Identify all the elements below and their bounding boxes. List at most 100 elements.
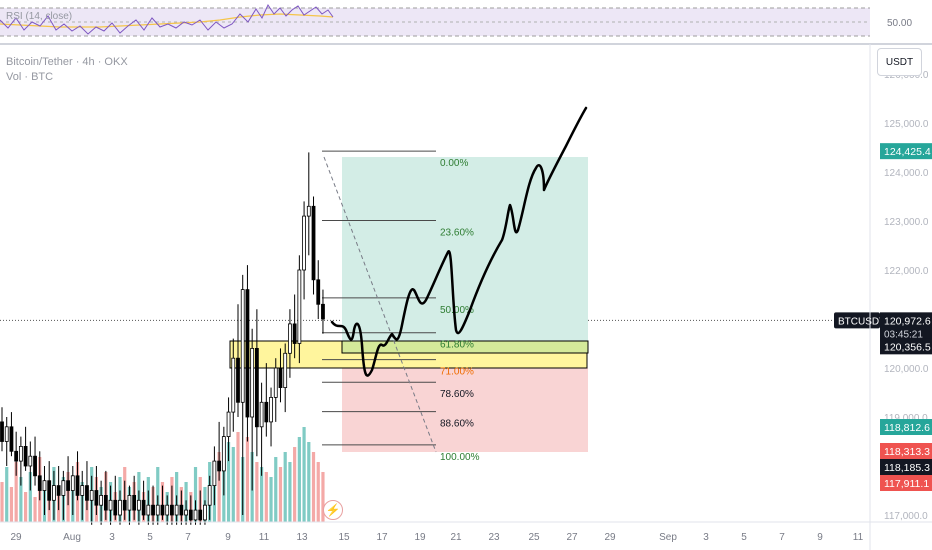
candle-body xyxy=(160,504,165,516)
volume-bar xyxy=(33,497,37,522)
bar-countdown-label: 03:45:21 xyxy=(884,329,923,340)
candle-body xyxy=(14,450,19,462)
candle-body xyxy=(70,475,75,491)
candle-body xyxy=(269,396,273,423)
volume-bar xyxy=(14,462,18,522)
price-tick-label: 117,000.0 xyxy=(884,511,928,522)
time-tick-label: 3 xyxy=(703,532,709,543)
volume-bar xyxy=(302,427,306,522)
symbol-title[interactable]: Bitcoin/Tether · 4h · OKX xyxy=(6,56,128,68)
candle-body xyxy=(302,215,306,271)
symbol-badge-label: BTCUSDT xyxy=(838,316,885,327)
currency-unit-button[interactable]: USDT xyxy=(877,48,922,76)
volume-bar xyxy=(316,462,320,522)
candle-body xyxy=(9,426,14,452)
candle-body xyxy=(89,490,94,501)
time-axis[interactable]: 29 Aug 3 5 7 9 11 13 15 17 19 21 23 25 27 29 Sep 3 5 7 9 11 xyxy=(10,532,863,543)
time-tick-label: 17 xyxy=(376,532,388,543)
candle-body xyxy=(212,460,217,487)
profit-zone xyxy=(342,157,588,341)
volume-bar xyxy=(245,437,250,522)
time-tick-label: 3 xyxy=(109,532,115,543)
candle-body xyxy=(47,480,52,501)
volume-bar xyxy=(321,472,325,522)
volume-bar xyxy=(5,467,9,522)
rsi-level-label: 50.00 xyxy=(887,18,912,29)
volume-bar xyxy=(283,452,287,522)
candle-body xyxy=(311,205,316,281)
price-tick-label: 119,000.0 xyxy=(884,413,928,424)
price-badge-label: 118,313.3 xyxy=(884,446,930,458)
volume-bar xyxy=(260,467,264,522)
volume-bar xyxy=(311,452,316,522)
price-badge-label: 118,185.3 xyxy=(884,462,930,474)
candle-body xyxy=(226,411,231,438)
candle-body xyxy=(146,504,151,516)
volume-title[interactable]: Vol · BTC xyxy=(6,71,54,83)
candle-body xyxy=(66,480,70,491)
price-badge xyxy=(880,459,932,475)
candle-body xyxy=(28,455,33,467)
candle-body xyxy=(245,289,250,418)
price-badge xyxy=(880,338,932,355)
fib-level-label: 78.60% xyxy=(440,389,474,400)
price-badge xyxy=(880,443,932,459)
candle-body xyxy=(184,509,188,516)
candle-body xyxy=(113,499,118,516)
volume-bar xyxy=(269,477,273,522)
price-tick-label: 122,000.0 xyxy=(884,266,929,277)
candle-body xyxy=(207,485,212,506)
time-tick-label: Aug xyxy=(63,532,81,543)
fibonacci-retracement[interactable]: 0.00% 23.60% 50.00% 61.80% 71.00% 78.60% 88.60… xyxy=(322,150,480,463)
price-badge xyxy=(880,143,932,160)
volume-bar xyxy=(156,467,160,522)
last-price-label: 120,972.6 xyxy=(884,315,931,327)
candle-body xyxy=(141,499,146,516)
candle-body xyxy=(94,490,99,506)
demand-zone-green[interactable] xyxy=(341,340,589,354)
candle-body xyxy=(80,485,85,496)
candle-body xyxy=(18,445,23,462)
time-tick-label: 11 xyxy=(853,532,864,543)
time-tick-label: Sep xyxy=(659,532,677,543)
price-tick-label: 125,000.0 xyxy=(884,119,929,130)
candle-body xyxy=(127,494,132,511)
candle-body xyxy=(179,504,184,516)
volume-bar xyxy=(9,487,14,522)
price-badge xyxy=(880,419,932,435)
candle-body xyxy=(174,504,179,516)
fib-trend-line[interactable] xyxy=(323,156,437,453)
volume-bar xyxy=(193,467,198,522)
time-tick-label: 5 xyxy=(741,532,747,543)
candle-body xyxy=(136,499,141,511)
volume-bar xyxy=(236,432,240,522)
loss-zone xyxy=(342,368,588,452)
time-tick-label: 7 xyxy=(779,532,785,543)
volume-bar xyxy=(217,452,221,522)
candle-body xyxy=(188,509,193,521)
price-badge-label: 124,425.4 xyxy=(884,146,931,158)
candle-body xyxy=(306,205,311,217)
time-tick-label: 5 xyxy=(147,532,153,543)
volume-bar xyxy=(28,472,32,522)
candle-body xyxy=(259,401,264,428)
time-tick-label: 23 xyxy=(488,532,500,543)
time-tick-label: 7 xyxy=(185,532,191,543)
volume-bar xyxy=(307,442,311,522)
rsi-label: RSI (14, close) xyxy=(6,11,72,22)
candle-body xyxy=(283,352,288,388)
volume-bar xyxy=(293,447,297,522)
candle-body xyxy=(52,485,56,501)
rsi-ma-line xyxy=(0,13,334,28)
flash-alert-icon[interactable]: ⚡ xyxy=(323,500,343,520)
fib-level-label: 0.00% xyxy=(440,158,468,169)
candle-body xyxy=(155,504,160,516)
candle-body xyxy=(61,480,66,496)
candle-body xyxy=(165,504,170,516)
candle-body xyxy=(23,445,28,467)
projection-path[interactable] xyxy=(330,106,588,377)
candle-body xyxy=(75,475,80,496)
price-badge-label: 120,356.5 xyxy=(884,341,931,353)
